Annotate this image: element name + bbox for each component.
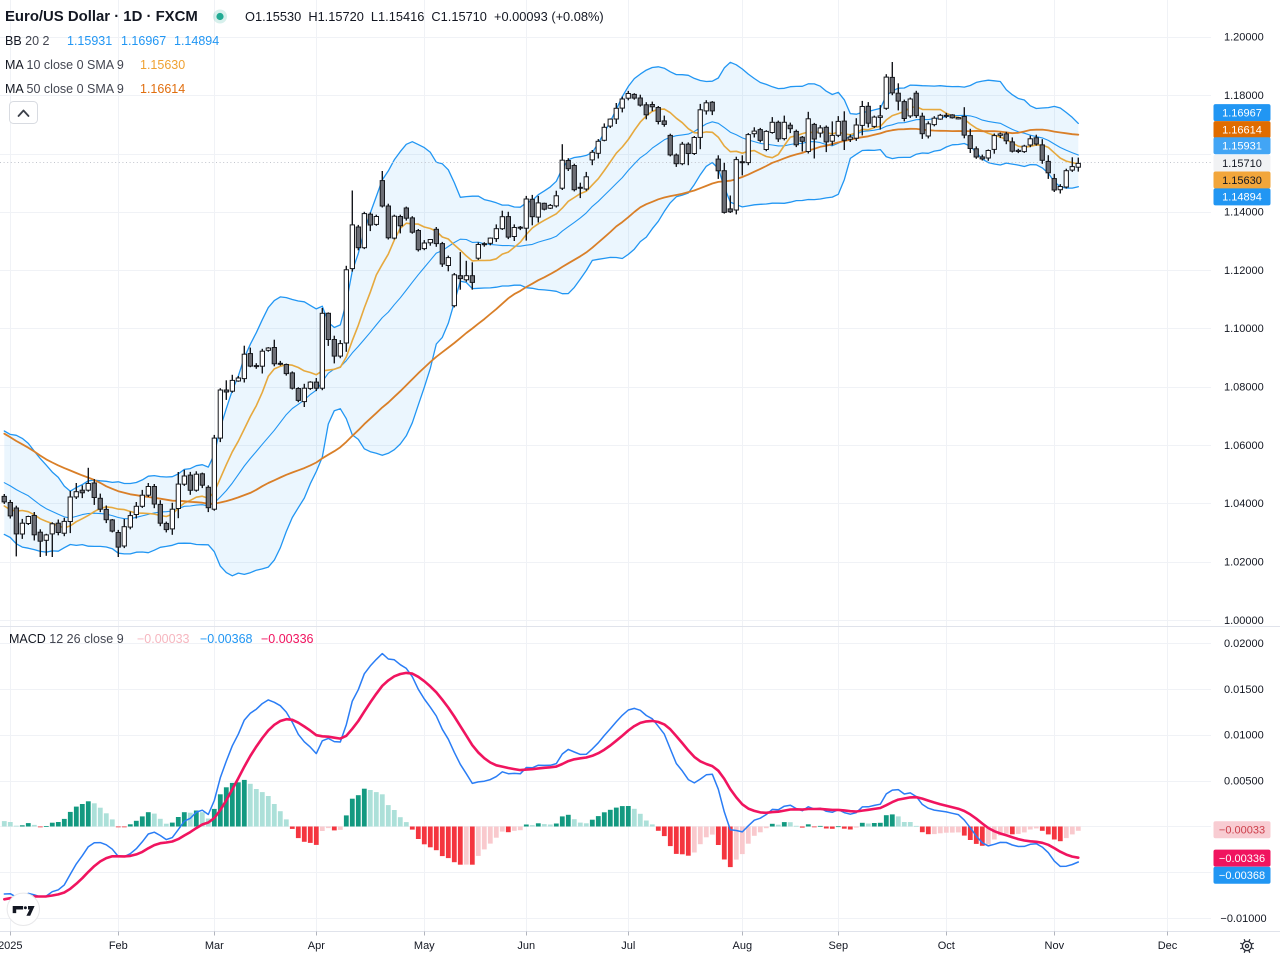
- svg-text:1.16967: 1.16967: [1222, 107, 1262, 119]
- svg-text:−0.00336: −0.00336: [1219, 853, 1265, 865]
- svg-text:1.16614: 1.16614: [1222, 124, 1262, 136]
- svg-text:1.14894: 1.14894: [1222, 192, 1262, 204]
- svg-text:1.15630: 1.15630: [1222, 175, 1262, 187]
- svg-text:2025: 2025: [0, 940, 23, 952]
- svg-text:Oct: Oct: [938, 940, 955, 952]
- svg-text:1.12000: 1.12000: [1224, 265, 1264, 277]
- svg-text:Dec: Dec: [1158, 940, 1178, 952]
- svg-text:1.14000: 1.14000: [1224, 207, 1264, 219]
- svg-text:MA 50 close 0 SMA 91.16614: MA 50 close 0 SMA 9 1.16614: [5, 82, 185, 96]
- svg-text:1.15710: 1.15710: [1222, 158, 1262, 170]
- svg-text:1.00000: 1.00000: [1224, 615, 1264, 627]
- svg-text:1.15931: 1.15931: [1222, 141, 1262, 153]
- svg-text:1.18000: 1.18000: [1224, 90, 1264, 102]
- svg-text:−0.01000: −0.01000: [1220, 913, 1266, 925]
- svg-text:Jun: Jun: [517, 940, 535, 952]
- svg-text:1.08000: 1.08000: [1224, 382, 1264, 394]
- svg-text:MACD 12 26 close 9−0.00033−0.0: MACD 12 26 close 9 −0.00033 −0.00368 −0.003…: [9, 632, 314, 646]
- svg-text:1.02000: 1.02000: [1224, 557, 1264, 569]
- svg-text:Sep: Sep: [829, 940, 849, 952]
- svg-text:0.01500: 0.01500: [1224, 684, 1264, 696]
- svg-text:Jul: Jul: [621, 940, 635, 952]
- svg-text:1.10000: 1.10000: [1224, 323, 1264, 335]
- svg-text:Apr: Apr: [308, 940, 325, 952]
- svg-text:Euro/US Dollar · 1D · FXCM: Euro/US Dollar · 1D · FXCM: [5, 9, 198, 25]
- svg-text:−0.00368: −0.00368: [1219, 870, 1265, 882]
- svg-text:1.04000: 1.04000: [1224, 498, 1264, 510]
- svg-text:0.00500: 0.00500: [1224, 775, 1264, 787]
- svg-text:Aug: Aug: [733, 940, 753, 952]
- svg-text:May: May: [414, 940, 435, 952]
- svg-text:MA 10 close 0 SMA 91.15630: MA 10 close 0 SMA 9 1.15630: [5, 58, 185, 72]
- svg-text:0.02000: 0.02000: [1224, 638, 1264, 650]
- svg-text:1.06000: 1.06000: [1224, 440, 1264, 452]
- svg-text:O1.15530 H1.15720 L1.15416: O1.15530 H1.15720 L1.15416 C1.15710 +0.0…: [245, 9, 604, 24]
- svg-text:0.01000: 0.01000: [1224, 730, 1264, 742]
- svg-text:1.20000: 1.20000: [1224, 32, 1264, 44]
- svg-text:Nov: Nov: [1045, 940, 1065, 952]
- svg-text:−0.00033: −0.00033: [1219, 825, 1265, 837]
- svg-text:Mar: Mar: [205, 940, 224, 952]
- svg-text:Feb: Feb: [109, 940, 128, 952]
